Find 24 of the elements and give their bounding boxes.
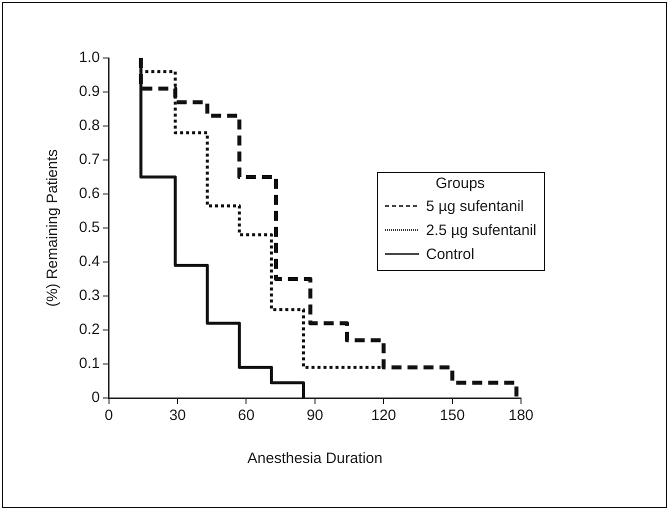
y-tick-label: 0.3 xyxy=(78,287,100,304)
x-tick-label: 60 xyxy=(238,407,255,424)
legend-label: 5 µg sufentanil xyxy=(426,198,524,214)
y-tick-label: 0.5 xyxy=(78,219,100,236)
legend-title: Groups xyxy=(434,175,486,192)
y-tick-label: 0.4 xyxy=(78,253,100,270)
y-tick-label: 0.6 xyxy=(78,185,100,202)
y-tick-label: 0.8 xyxy=(78,117,100,134)
x-tick-label: 120 xyxy=(371,407,396,424)
x-tick-label: 30 xyxy=(169,407,186,424)
x-tick-label: 150 xyxy=(440,407,465,424)
y-tick-label: 0.1 xyxy=(78,355,100,372)
x-axis-title: Anesthesia Duration xyxy=(247,450,382,468)
legend-label: Control xyxy=(426,246,474,262)
y-tick-label: 0.2 xyxy=(78,321,100,338)
legend-label: 2.5 µg sufentanil xyxy=(426,222,536,238)
y-tick-label: 0.7 xyxy=(78,151,100,168)
y-tick-label: 0.9 xyxy=(78,83,100,100)
x-tick-label: 0 xyxy=(104,407,114,424)
x-tick-label: 90 xyxy=(306,407,324,424)
y-tick-label: 1.0 xyxy=(78,49,100,66)
y-tick-label: 0 xyxy=(92,389,100,406)
y-axis-title: (%) Remaining Patients xyxy=(44,149,62,307)
x-tick-label: 180 xyxy=(508,407,534,424)
